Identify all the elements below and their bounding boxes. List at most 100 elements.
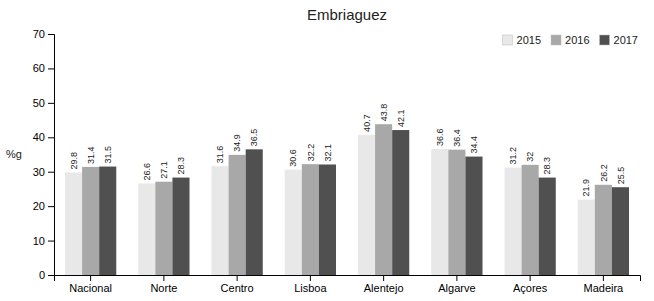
data-label: 42.1 [396,110,406,128]
y-tick-mark [48,68,54,69]
x-tick: Lisboa [294,275,327,294]
data-label: 28.3 [176,157,186,175]
bar [578,200,595,275]
x-tick-label: Norte [150,282,177,294]
legend-label: 2015 [517,34,541,46]
bar [172,178,189,275]
y-tick-label: 0 [39,269,45,281]
data-label: 32.2 [306,144,316,162]
y-tick: 70 [33,28,54,40]
title: Embriaguez [307,6,387,23]
x-tick-mark [603,275,604,281]
x-tick-label: Lisboa [294,282,327,294]
bar [431,149,448,275]
x-tick: Alentejo [364,275,404,294]
bar [246,149,263,275]
data-label: 29.8 [69,152,79,170]
y-tick: 0 [39,269,54,281]
plot: 0 10 20 30 40 50 60 70 Nacional Norte Centro Lisboa… [33,28,641,294]
bar [539,178,556,275]
x-tick-mark [383,275,384,281]
x-tick: Centro [221,275,254,294]
bar [595,185,612,275]
data-label: 31.2 [508,147,518,165]
x-axis: Nacional Norte Centro Lisboa Alentejo Algarve… [55,275,641,294]
data-label: 36.6 [435,128,445,146]
y-tick-mark [48,206,54,207]
bar [448,150,465,275]
bar [392,130,409,275]
bar [285,170,302,275]
y-tick: 10 [33,235,54,247]
bar [155,182,172,275]
bar [522,165,539,275]
legend-item: 2017 [600,34,638,46]
bar [138,183,155,275]
x-tick-label: Madeira [584,282,625,294]
x-tick: Madeira [584,275,625,294]
bar [99,167,116,275]
y-tick-mark [48,241,54,242]
bar [375,124,392,275]
legend-item: 2015 [503,34,541,46]
data-label: 31.5 [103,146,113,164]
data-label: 43.8 [379,104,389,122]
y-tick-label: 60 [33,62,45,74]
x-tick-label: Alentejo [364,282,404,294]
y-tick-label: 50 [33,97,45,109]
data-label: 31.6 [215,146,225,164]
legend-swatch [600,35,610,45]
y-tick: 40 [33,131,54,143]
y-axis-line [48,35,55,276]
data-label: 26.6 [142,163,152,181]
bar [65,172,82,275]
data-label: 40.7 [362,114,372,132]
x-tick-label: Nacional [69,282,112,294]
y-tick: 60 [33,62,54,74]
y-axis: 0 10 20 30 40 50 60 70 [33,28,55,281]
x-tick: Nacional [69,275,112,294]
data-label: 34.9 [232,134,242,152]
legend-label: 2017 [614,34,638,46]
bar-series [65,135,595,275]
data-label: 26.2 [599,164,609,182]
bar [82,167,99,275]
y-tick-label: 10 [33,235,45,247]
bar [211,166,228,275]
bar [358,135,375,275]
bar-series [82,124,612,275]
y-tick-mark [48,275,54,276]
x-tick-mark [237,275,238,281]
y-tick-mark [48,103,54,104]
x-tick-label: Centro [221,282,254,294]
bar [465,157,482,275]
x-axis-line [55,276,641,282]
bar [229,155,246,275]
y-tick-label: 20 [33,200,45,212]
data-labels: 29.826.631.630.640.736.631.221.931.427.1… [69,104,626,197]
legend-label: 2016 [565,34,589,46]
x-tick-mark [530,275,531,281]
x-tick: Algarve [438,275,475,294]
y-tick: 20 [33,200,54,212]
y-tick-label: 40 [33,131,45,143]
data-label: 25.5 [616,167,626,185]
x-tick: Norte [150,275,177,294]
x-tick-label: Algarve [438,282,475,294]
data-label: 32.1 [323,144,333,162]
data-label: 28.3 [542,157,552,175]
data-label: 34.4 [469,136,479,154]
legend-item: 2016 [551,34,589,46]
x-tick: Açores [513,275,548,294]
bar [612,187,629,275]
y-tick: 50 [33,97,54,109]
y-tick-mark [48,172,54,173]
y-tick-label: 70 [33,28,45,40]
data-label: 32 [525,152,535,162]
bar [302,164,319,275]
legend-swatch [551,35,561,45]
data-label: 31.4 [86,146,96,164]
y-tick: 30 [33,166,54,178]
data-label: 27.1 [159,161,169,179]
bars [65,124,629,275]
